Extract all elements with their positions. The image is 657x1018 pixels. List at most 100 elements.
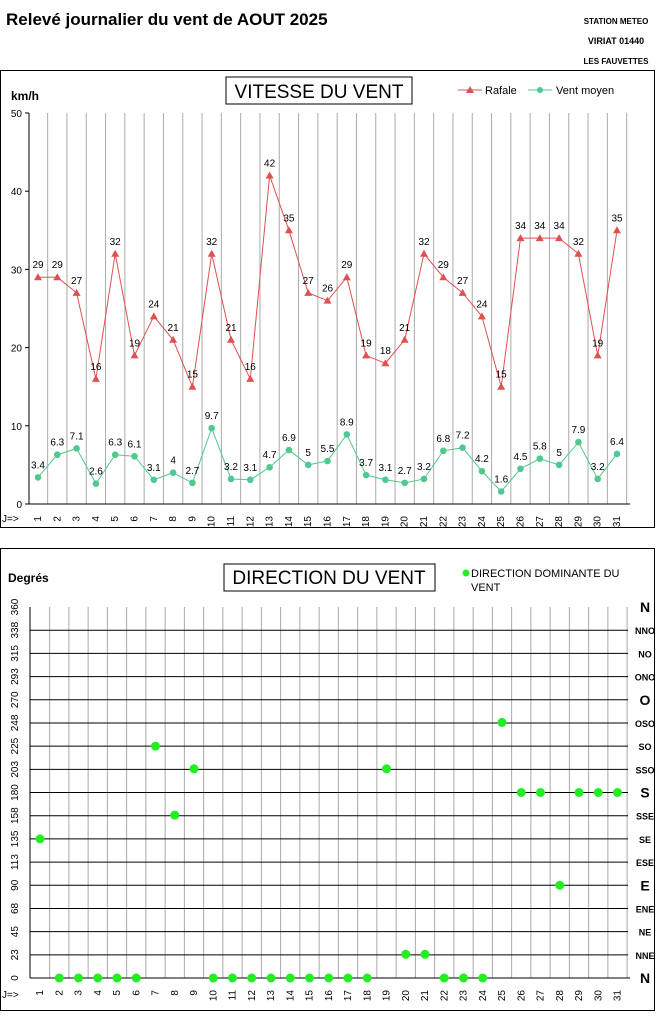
vent-moyen-point [594,475,601,483]
direction-point [420,949,430,959]
data-label: 26 [322,284,334,295]
direction-point [362,973,372,983]
data-label: 19 [129,338,141,349]
direction-point [343,973,353,983]
x-tick-label: 26 [516,516,527,528]
x-tick-label: 30 [593,516,604,528]
y-tick-label: 338 [10,621,21,638]
direction-point [324,973,334,983]
vent-moyen-point [150,476,158,484]
direction-point [247,973,257,983]
data-label: 1.6 [494,474,508,485]
chart-frame [0,548,655,1011]
data-label: 4 [170,456,176,467]
rafale-point [111,249,120,257]
data-label: 3.4 [31,460,45,471]
rafale-point [53,273,62,281]
direction-point [112,973,122,983]
y-tick-label: 360 [10,598,21,615]
data-label: 21 [399,323,411,334]
data-label: 3.1 [147,463,161,474]
compass-label: O [640,692,651,708]
x-tick-label: 26 [516,990,527,1002]
vent-moyen-point [613,450,621,458]
y-tick-label: 135 [10,830,21,847]
data-label: 29 [341,260,353,271]
rafale-point [381,359,390,367]
vent-moyen-point [227,475,235,483]
x-tick-label: 10 [208,990,219,1002]
vent-moyen-point [92,480,100,487]
vent-moyen-point [54,451,61,459]
logo-text: LES FAUVETTES [584,57,650,66]
data-label: 4.5 [514,452,528,463]
x-tick-label: 2 [54,990,65,996]
data-label: 7.9 [571,425,585,436]
x-tick-label: 15 [305,990,316,1002]
direction-point [536,788,545,797]
rafale-point [613,226,621,234]
chart-title-box [225,76,413,105]
data-label: 5 [305,448,311,459]
direction-point [189,764,199,774]
compass-label: S [640,785,649,801]
x-tick-label: 28 [554,516,565,528]
x-tick-label: 20 [400,516,411,528]
x-axis-label: J=> [2,514,19,525]
vent-moyen-point [536,455,544,462]
chart-frame [0,70,655,528]
rafale-point [72,288,81,296]
data-label: 6.9 [282,433,296,444]
data-label: 34 [554,221,566,232]
page-title: Relevé journalier du vent de AOUT 2025 [6,10,328,29]
data-label: 3.2 [417,462,431,473]
x-tick-label: 8 [170,990,181,996]
vent-moyen-point [420,475,428,483]
data-label: 3.2 [224,462,238,473]
direction-point [228,973,237,983]
data-label: 34 [515,221,527,232]
legend-vent-moyen-marker [537,87,543,93]
data-label: 6.3 [50,438,64,449]
x-tick-label: 16 [323,516,334,528]
x-tick-label: 20 [401,990,412,1002]
direction-point [574,788,584,797]
vent-moyen-point [304,461,312,469]
data-label: 3.7 [359,458,373,469]
data-label: 18 [380,346,392,357]
data-label: 32 [110,237,122,248]
x-tick-label: 27 [535,516,546,528]
compass-label: NO [638,649,652,659]
direction-point [305,973,314,983]
direction-point [266,973,276,983]
data-label: 16 [90,362,102,373]
rafale-point [342,273,351,281]
vent-moyen-point [189,479,196,487]
vent-moyen-point [555,461,563,469]
y-tick-label: 23 [10,949,21,961]
rafale-point [169,335,178,343]
x-tick-label: 3 [74,990,85,996]
legend-vent-moyen-label: Vent moyen [556,85,614,97]
rafale-point [34,273,42,281]
y-tick-label: 315 [10,645,21,662]
rafale-point [246,374,255,382]
y-tick-label: 68 [10,902,21,914]
direction-point [439,973,449,983]
vent-moyen-point [497,488,505,495]
y-tick-label: 225 [10,737,21,754]
data-label: 24 [148,299,160,310]
vent-moyen-point [478,467,486,475]
data-label: 35 [611,213,623,224]
rafale-point [91,374,100,382]
chart-title-box [223,563,436,592]
data-label: 32 [418,237,430,248]
x-tick-label: 7 [151,990,162,996]
direction-point [401,949,411,959]
direction-point [613,788,622,797]
x-tick-label: 9 [187,516,198,522]
vent-moyen-point [343,431,351,438]
y-tick-label: 30 [11,265,23,276]
data-label: 2.7 [398,466,412,477]
